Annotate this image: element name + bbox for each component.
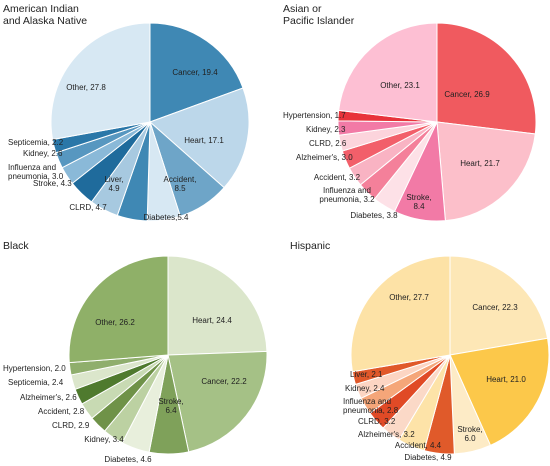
pie-label-accident: Accident, 2.8 <box>38 407 85 416</box>
pie-label-other: Other, 26.2 <box>95 318 135 327</box>
pie-label-heart: Heart, 21.7 <box>460 159 500 168</box>
pie-label-alzheimer-s: Alzheimer's, 3.2 <box>358 430 415 439</box>
pie-label-stroke: Stroke, 6.4 <box>158 397 183 415</box>
pie-label-stroke: Stroke, 8.4 <box>406 193 431 211</box>
pie-label-accident: Accident, 8.5 <box>164 175 197 193</box>
pie-label-cancer: Cancer, 22.2 <box>201 377 247 386</box>
pie-label-septicemia: Septicemia, 2.4 <box>8 378 64 387</box>
pie-slice-cancer <box>149 22 244 123</box>
pie-label-kidney: Kidney, 2.3 <box>306 125 346 134</box>
pie-slice-heart <box>149 87 250 189</box>
pie-label-hypertension: Hypertension, 1.7 <box>283 111 346 120</box>
chart-title-hispanic: Hispanic <box>290 240 331 252</box>
pie-chart-2: Heart, 24.4 Cancer, 22.2 Stroke, 6.4 Diabete… <box>3 255 268 464</box>
pie-chart-1: Cancer, 26.9 Heart, 21.7 Stroke, 8.4 Diabete… <box>283 22 537 222</box>
pie-label-diabetes: Diabetes, 4.9 <box>404 453 452 462</box>
pie-slice-other <box>338 22 438 123</box>
pie-slice-heart <box>449 337 550 447</box>
pie-label-cancer: Cancer, 19.4 <box>172 68 218 77</box>
pie-label-alzheimer-s: Alzheimer's, 3.0 <box>296 153 353 162</box>
pie-label-clrd: CLRD, 4.7 <box>69 203 107 212</box>
pie-label-cancer: Cancer, 26.9 <box>444 90 490 99</box>
pie-label-kidney: Kidney, 2.6 <box>23 149 63 158</box>
pie-chart-3: Cancer, 22.3 Heart, 21.0 Stroke, 6.0 Diabete… <box>343 255 550 462</box>
pie-slice-heart <box>436 121 536 222</box>
pie-label-diabetes: Diabetes, 3.8 <box>350 211 398 220</box>
pie-label-diabetes: Diabetes,5.4 <box>144 213 189 222</box>
pie-label-heart: Heart, 17.1 <box>184 136 224 145</box>
pie-label-cancer: Cancer, 22.3 <box>472 303 518 312</box>
pie-label-heart: Heart, 24.4 <box>192 316 232 325</box>
pie-label-other: Other, 27.7 <box>389 293 429 302</box>
pie-label-accident: Accident, 3.2 <box>314 173 361 182</box>
pie-label-other: Other, 23.1 <box>380 81 420 90</box>
pie-label-influenza-and-pneumonia: Influenza and pneumonia, 3.0 <box>8 163 64 181</box>
pie-label-liver: Liver, 2.1 <box>350 370 383 379</box>
pie-slice-cancer <box>436 22 537 135</box>
pie-slice-other <box>68 255 169 364</box>
pie-label-clrd: CLRD, 2.9 <box>52 421 90 430</box>
pie-label-alzheimer-s: Alzheimer's, 2.6 <box>20 393 77 402</box>
pie-label-stroke: Stroke, 4.3 <box>33 179 72 188</box>
chart-title-american-indian: American Indian and Alaska Native <box>3 3 88 27</box>
pie-label-kidney: Kidney, 3.4 <box>84 435 124 444</box>
pie-label-influenza-and-pneumonia: Influenza and pneumonia, 3.2 <box>319 186 375 204</box>
pie-label-stroke: Stroke, 6.0 <box>457 425 482 443</box>
pie-label-other: Other, 27.8 <box>66 83 106 92</box>
pie-label-heart: Heart, 21.0 <box>486 375 526 384</box>
pie-slice-cancer <box>449 255 549 356</box>
pie-label-diabetes: Diabetes, 4.6 <box>104 455 152 464</box>
pie-label-septicemia: Septicemia, 2.2 <box>8 138 64 147</box>
pie-chart-0: Cancer, 19.4 Heart, 17.1 Accident, 8.5 Diabe… <box>8 22 250 222</box>
pie-slice-other <box>350 255 451 373</box>
pie-label-accident: Accident, 4.4 <box>395 441 442 450</box>
pie-slice-other <box>50 22 151 141</box>
chart-title-black: Black <box>3 240 29 252</box>
pie-label-clrd: CLRD, 3.2 <box>358 417 396 426</box>
chart-title-asian-pacific: Asian or Pacific Islander <box>283 3 355 27</box>
pie-label-clrd: CLRD, 2.6 <box>309 139 347 148</box>
pie-slice-cancer <box>167 350 268 453</box>
pie-label-kidney: Kidney, 2.4 <box>345 384 385 393</box>
pie-label-liver: Liver, 4.9 <box>104 175 123 193</box>
pie-label-influenza-and-pneumonia: Influenza and pneumonia, 2.8 <box>343 397 399 415</box>
pie-slice-heart <box>167 255 268 356</box>
pie-label-hypertension: Hypertension, 2.0 <box>3 364 66 373</box>
